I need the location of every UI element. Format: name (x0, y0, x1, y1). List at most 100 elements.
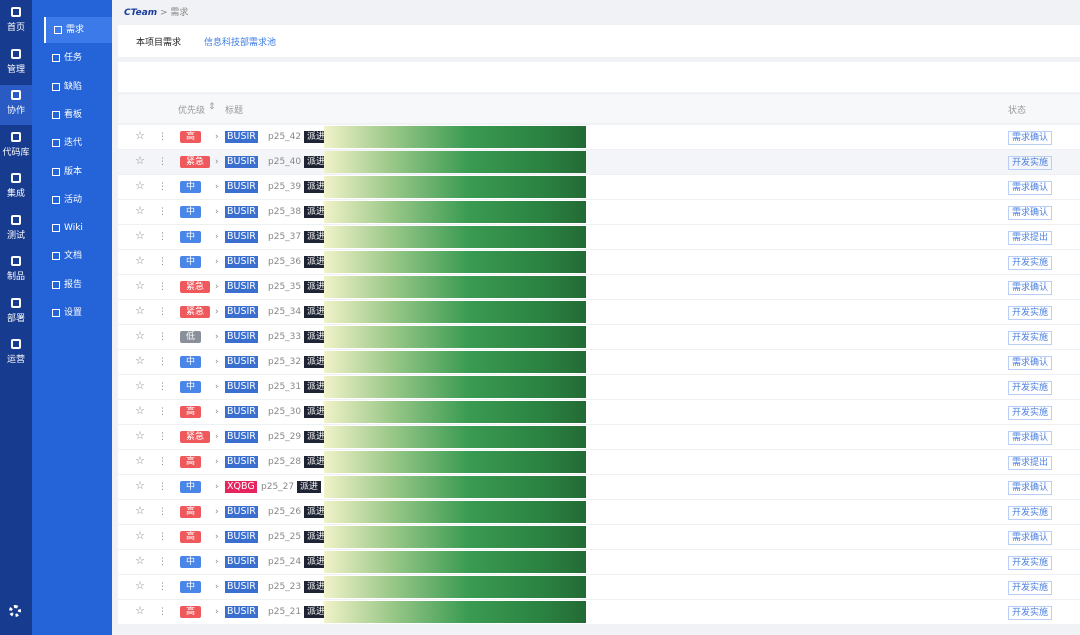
status[interactable]: 开发实施 (1008, 306, 1053, 320)
title-redacted[interactable] (324, 376, 586, 398)
expand[interactable]: › (215, 507, 219, 517)
more[interactable]: ⋮ (158, 282, 167, 292)
status[interactable]: 需求确认 (1008, 481, 1053, 495)
expand[interactable]: › (215, 582, 219, 592)
more[interactable]: ⋮ (158, 432, 167, 442)
more[interactable]: ⋮ (158, 607, 167, 617)
status[interactable]: 需求确认 (1008, 431, 1053, 445)
more[interactable]: ⋮ (158, 132, 167, 142)
table-row[interactable]: ☆ ⋮ 高 › BUSIR p25_25 派进 需求确认 (118, 525, 1080, 550)
title-redacted[interactable] (324, 476, 586, 498)
status[interactable]: 开发实施 (1008, 256, 1053, 270)
star[interactable]: ☆ (135, 329, 145, 342)
tab[interactable]: 本项目需求 (136, 38, 182, 48)
status[interactable]: 需求确认 (1008, 131, 1053, 145)
star[interactable]: ☆ (135, 304, 145, 317)
expand[interactable]: › (215, 182, 219, 192)
more[interactable]: ⋮ (158, 332, 167, 342)
title-redacted[interactable] (324, 176, 586, 198)
table-row[interactable]: ☆ ⋮ 高 › BUSIR p25_30 派进 开发实施 (118, 400, 1080, 425)
title-redacted[interactable] (324, 226, 586, 248)
status[interactable]: 开发实施 (1008, 156, 1053, 170)
sort-icon[interactable]: ⇕ (208, 102, 216, 112)
table-row[interactable]: ☆ ⋮ 中 › BUSIR p25_39 派进 需求确认 (118, 175, 1080, 200)
expand[interactable]: › (215, 432, 219, 442)
title-redacted[interactable] (324, 201, 586, 223)
table-row[interactable]: ☆ ⋮ 高 › BUSIR p25_26 派进 开发实施 (118, 500, 1080, 525)
subnav-item[interactable]: 需求 (44, 17, 112, 43)
table-row[interactable]: ☆ ⋮ 中 › BUSIR p25_31 派进 开发实施 (118, 375, 1080, 400)
table-row[interactable]: ☆ ⋮ 紧急 › BUSIR p25_29 派进 需求确认 (118, 425, 1080, 450)
table-row[interactable]: ☆ ⋮ 高 › BUSIR p25_21 派进 开发实施 (118, 600, 1080, 625)
star[interactable]: ☆ (135, 254, 145, 267)
more[interactable]: ⋮ (158, 182, 167, 192)
title-redacted[interactable] (324, 151, 586, 173)
more[interactable]: ⋮ (158, 257, 167, 267)
title-redacted[interactable] (324, 301, 586, 323)
star[interactable]: ☆ (135, 179, 145, 192)
team[interactable]: CTeam (124, 8, 158, 18)
table-row[interactable]: ☆ ⋮ 中 › BUSIR p25_23 派进 开发实施 (118, 575, 1080, 600)
expand[interactable]: › (215, 207, 219, 217)
title-redacted[interactable] (324, 126, 586, 148)
nav-item[interactable]: 集成 (0, 168, 32, 208)
star[interactable]: ☆ (135, 604, 145, 617)
star[interactable]: ☆ (135, 479, 145, 492)
table-row[interactable]: ☆ ⋮ 低 › BUSIR p25_33 派进 开发实施 (118, 325, 1080, 350)
expand[interactable]: › (215, 232, 219, 242)
nav-item[interactable]: 首页 (0, 2, 32, 42)
title-redacted[interactable] (324, 526, 586, 548)
status[interactable]: 开发实施 (1008, 606, 1053, 620)
status[interactable]: 需求确认 (1008, 181, 1053, 195)
header-priority[interactable]: 优先级 (178, 106, 206, 116)
table-row[interactable]: ☆ ⋮ 紧急 › BUSIR p25_35 派进 需求确认 (118, 275, 1080, 300)
table-row[interactable]: ☆ ⋮ 紧急 › BUSIR p25_34 派进 开发实施 (118, 300, 1080, 325)
title-redacted[interactable] (324, 326, 586, 348)
subnav-item[interactable]: 任务 (44, 45, 112, 71)
more[interactable]: ⋮ (158, 482, 167, 492)
subnav-item[interactable]: 看板 (44, 102, 112, 128)
expand[interactable]: › (215, 282, 219, 292)
expand[interactable]: › (215, 382, 219, 392)
table-row[interactable]: ☆ ⋮ 中 › BUSIR p25_32 派进 需求确认 (118, 350, 1080, 375)
title-redacted[interactable] (324, 601, 586, 623)
more[interactable]: ⋮ (158, 157, 167, 167)
more[interactable]: ⋮ (158, 582, 167, 592)
star[interactable]: ☆ (135, 454, 145, 467)
nav-item[interactable]: 协作 (0, 85, 32, 125)
table-row[interactable]: ☆ ⋮ 紧急 › BUSIR p25_40 派进 开发实施 (118, 150, 1080, 175)
star[interactable]: ☆ (135, 504, 145, 517)
title-redacted[interactable] (324, 251, 586, 273)
status[interactable]: 开发实施 (1008, 381, 1053, 395)
status[interactable]: 开发实施 (1008, 556, 1053, 570)
star[interactable]: ☆ (135, 404, 145, 417)
status[interactable]: 需求提出 (1008, 231, 1053, 245)
star[interactable]: ☆ (135, 229, 145, 242)
subnav-item[interactable]: 设置 (44, 300, 112, 326)
subnav-item[interactable]: Wiki (44, 215, 112, 241)
settings-icon[interactable] (9, 605, 21, 617)
star[interactable]: ☆ (135, 429, 145, 442)
table-row[interactable]: ☆ ⋮ 高 › BUSIR p25_42 派进 需求确认 (118, 125, 1080, 150)
star[interactable]: ☆ (135, 129, 145, 142)
title-redacted[interactable] (324, 401, 586, 423)
status[interactable]: 开发实施 (1008, 406, 1053, 420)
table-row[interactable]: ☆ ⋮ 中 › XQBG p25_27 派进 需求确认 (118, 475, 1080, 500)
table-row[interactable]: ☆ ⋮ 中 › BUSIR p25_36 派进 开发实施 (118, 250, 1080, 275)
star[interactable]: ☆ (135, 354, 145, 367)
star[interactable]: ☆ (135, 529, 145, 542)
title-redacted[interactable] (324, 426, 586, 448)
nav-item[interactable]: 代码库 (0, 127, 32, 167)
subnav-item[interactable]: 迭代 (44, 130, 112, 156)
star[interactable]: ☆ (135, 554, 145, 567)
expand[interactable]: › (215, 257, 219, 267)
more[interactable]: ⋮ (158, 207, 167, 217)
subnav-item[interactable]: 版本 (44, 159, 112, 185)
status[interactable]: 需求确认 (1008, 356, 1053, 370)
table-row[interactable]: ☆ ⋮ 中 › BUSIR p25_38 派进 需求确认 (118, 200, 1080, 225)
status[interactable]: 需求确认 (1008, 206, 1053, 220)
more[interactable]: ⋮ (158, 307, 167, 317)
star[interactable]: ☆ (135, 279, 145, 292)
nav-item[interactable]: 制品 (0, 251, 32, 291)
expand[interactable]: › (215, 357, 219, 367)
